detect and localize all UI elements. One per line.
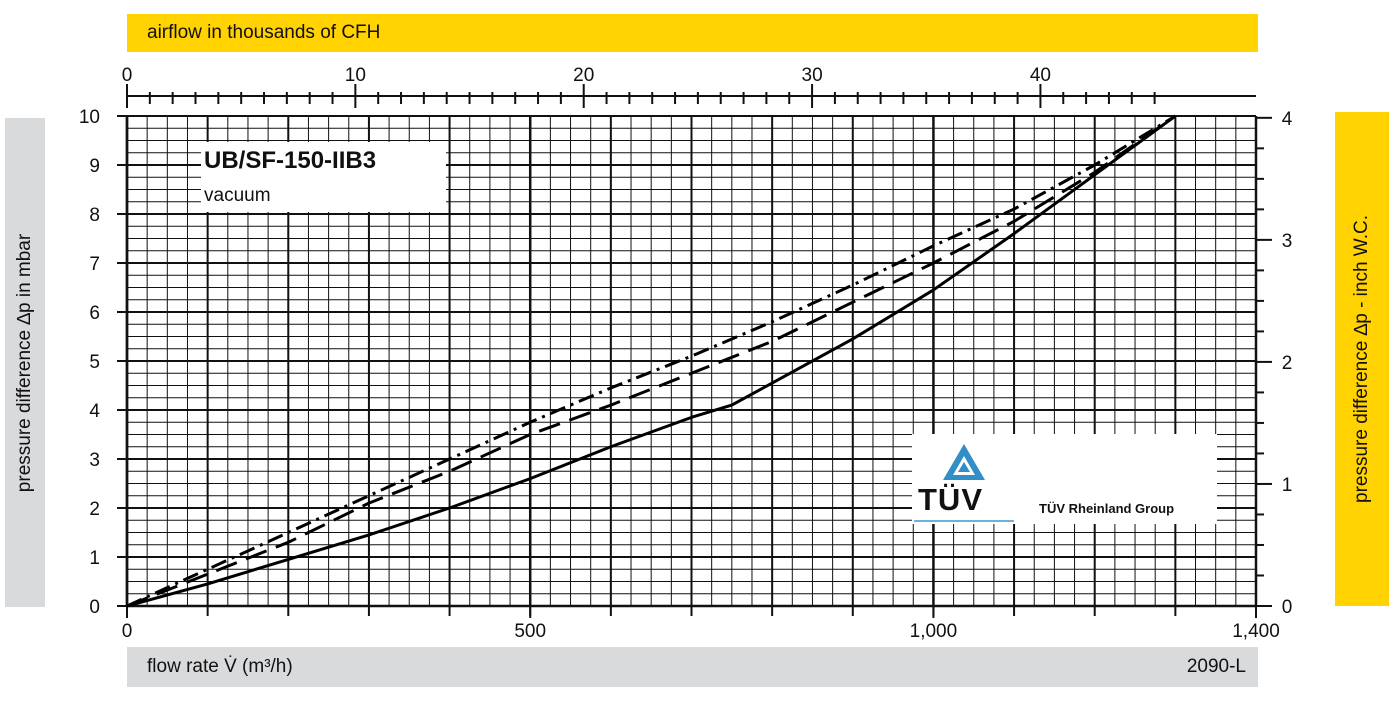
- x-tick-label: 0: [122, 621, 133, 642]
- y-tick-label: 10: [79, 107, 100, 128]
- right-tick-label: 0: [1282, 597, 1293, 618]
- top-axis-label-band: airflow in thousands of CFH: [127, 14, 1258, 52]
- y-tick-label: 6: [89, 303, 100, 324]
- model-title: UB/SF-150-IIB3: [204, 147, 377, 174]
- x-tick-label: 500: [514, 621, 546, 642]
- tuv-logo: TÜV TÜV Rheinland Group: [912, 434, 1217, 524]
- series-line-solid: [126, 114, 1177, 608]
- x-tick-label: 1,400: [1232, 621, 1280, 642]
- y-tick-label: 0: [89, 597, 100, 618]
- tuv-wordmark: TÜV: [918, 482, 983, 517]
- bottom-axis-label-band: flow rate V̇ (m³/h) 2090-L: [127, 647, 1258, 687]
- left-axis-label-band: pressure difference ∆p in mbar: [5, 118, 45, 607]
- y-tick-label: 2: [89, 499, 100, 520]
- top-tick-label: 0: [122, 65, 133, 86]
- right-axis-label-band: pressure difference ∆p - inch W.C.: [1335, 112, 1389, 606]
- top-tick-label: 40: [1030, 65, 1051, 86]
- top-tick-label: 20: [573, 65, 594, 86]
- right-tick-label: 2: [1282, 353, 1293, 374]
- model-box: UB/SF-150-IIB3 vacuum: [201, 142, 446, 212]
- y-tick-label: 3: [89, 450, 100, 471]
- top-axis-label: airflow in thousands of CFH: [147, 22, 381, 43]
- y-tick-label: 8: [89, 205, 100, 226]
- model-subtitle: vacuum: [204, 185, 271, 206]
- x-tick-label: 1,000: [910, 621, 958, 642]
- y-tick-label: 1: [89, 548, 100, 569]
- right-tick-label: 4: [1282, 109, 1293, 130]
- right-tick-label: 3: [1282, 231, 1293, 252]
- y-tick-label: 9: [89, 156, 100, 177]
- chart-code: 2090-L: [1186, 656, 1246, 677]
- right-tick-label: 1: [1282, 475, 1293, 496]
- top-tick-label: 10: [345, 65, 366, 86]
- bottom-axis-label: flow rate V̇ (m³/h): [147, 656, 293, 677]
- axis-ticks: [117, 84, 1272, 618]
- data-series: [126, 114, 1177, 608]
- top-tick-label: 30: [802, 65, 823, 86]
- y-tick-label: 5: [89, 352, 100, 373]
- tuv-group-name: TÜV Rheinland Group: [1039, 501, 1175, 516]
- y-tick-label: 4: [89, 401, 100, 422]
- tuv-triangle-icon: [943, 444, 985, 480]
- series-line-dash-dot: [126, 114, 1177, 608]
- tuv-underline: [914, 520, 1014, 522]
- y-tick-label: 7: [89, 254, 100, 275]
